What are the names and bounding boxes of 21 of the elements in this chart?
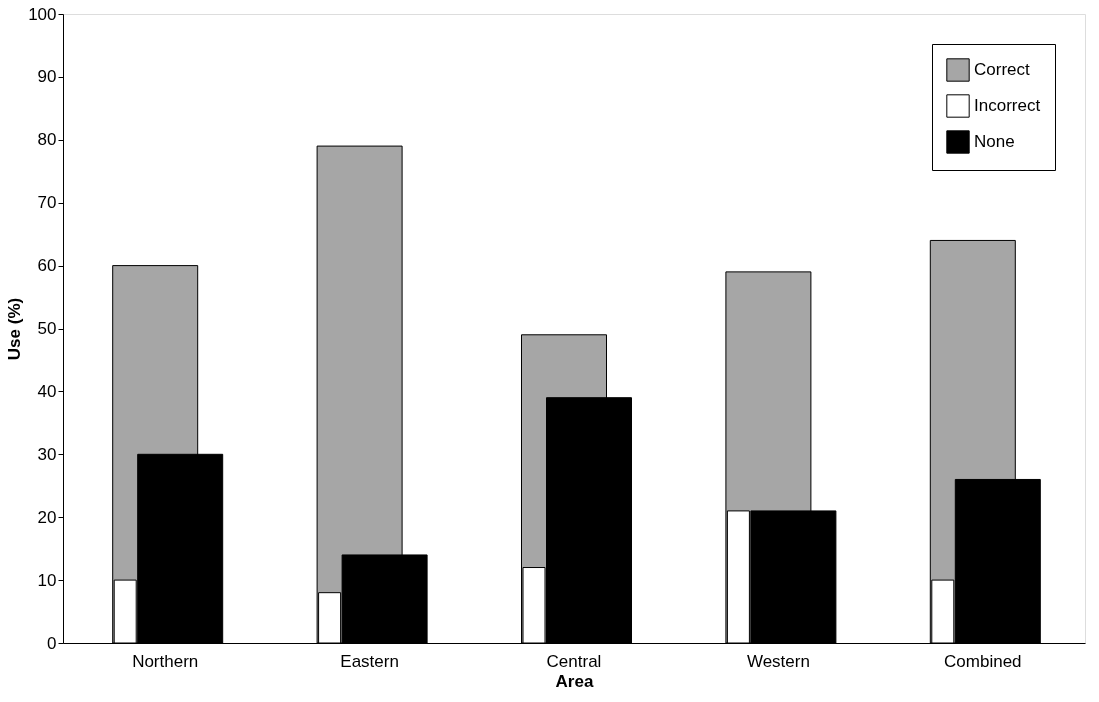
y-tick-label: 30	[37, 444, 57, 464]
x-tick-label: Combined	[944, 651, 1022, 671]
legend-label: Correct	[974, 60, 1031, 79]
y-tick-label: 10	[37, 570, 57, 590]
y-tick-label: 80	[37, 130, 57, 150]
legend-label: None	[974, 132, 1015, 151]
y-tick-label: 100	[28, 4, 57, 24]
y-tick-label: 50	[37, 319, 57, 338]
x-tick-label: Central	[546, 651, 602, 671]
y-tick-label: 90	[37, 67, 57, 87]
y-tick-label: 0	[47, 633, 57, 653]
y-axis-title: Use (%)	[5, 297, 25, 361]
x-tick-label: Northern	[132, 651, 199, 671]
legend-label: Incorrect	[974, 96, 1041, 115]
y-tick-label: 20	[37, 507, 57, 527]
x-tick-label: Western	[746, 651, 810, 671]
y-tick-label: 60	[37, 256, 57, 276]
y-tick-label: 40	[37, 381, 57, 401]
x-axis-title: Area	[555, 671, 594, 691]
y-tick-label: 70	[37, 193, 57, 213]
x-tick-label: Eastern	[340, 651, 399, 671]
